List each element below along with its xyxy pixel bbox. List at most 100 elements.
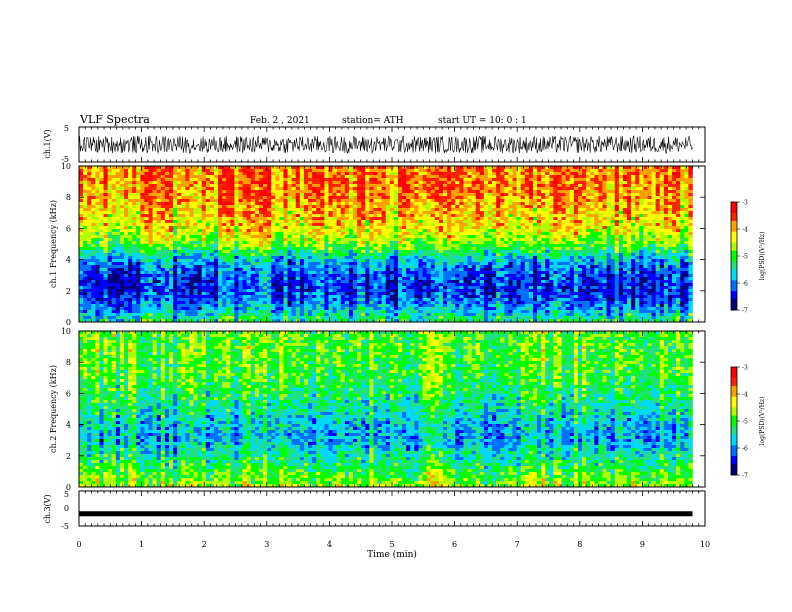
spectrogram-cell	[369, 166, 374, 170]
spectrogram-cell	[414, 199, 419, 203]
spectrogram-cell	[254, 247, 260, 251]
spectrogram-cell	[344, 277, 350, 281]
spectrogram-cell	[156, 175, 162, 179]
spectrogram-cell	[87, 247, 92, 251]
spectrogram-cell	[463, 220, 468, 224]
spectrogram-cell	[91, 175, 96, 179]
spectrogram-cell	[275, 268, 280, 272]
spectrogram-cell	[422, 184, 427, 188]
spectrogram-cell	[242, 172, 247, 176]
spectrogram-cell	[168, 172, 174, 176]
spectrogram-cell	[447, 313, 452, 317]
spectrogram-cell	[381, 304, 387, 308]
spectrogram-cell	[79, 271, 84, 275]
spectrogram-cell	[156, 283, 162, 287]
spectrogram-cell	[422, 235, 427, 239]
spectrogram-cell	[152, 295, 158, 299]
spectrogram-cell	[291, 178, 297, 182]
spectrogram-cell	[238, 277, 243, 281]
spectrogram-cell	[455, 283, 460, 287]
spectrogram-cell	[291, 205, 297, 209]
spectrogram-cell	[402, 259, 407, 263]
spectrogram-cell	[316, 217, 321, 221]
spectrogram-cell	[438, 193, 444, 197]
spectrogram-cell	[83, 172, 88, 176]
spectrogram-cell	[205, 292, 211, 296]
spectrogram-cell	[189, 220, 194, 224]
spectrogram-cell	[119, 262, 125, 266]
spectrogram-cell	[324, 193, 329, 197]
spectrogram-cell	[398, 307, 403, 311]
spectrogram-cell	[373, 271, 378, 275]
spectrogram-cell	[234, 232, 239, 236]
spectrogram-cell	[430, 250, 436, 254]
spectrogram-cell	[324, 298, 329, 302]
spectrogram-cell	[246, 208, 252, 212]
spectrogram-cell	[213, 301, 219, 305]
spectrogram-cell	[246, 250, 252, 254]
spectrogram-cell	[438, 229, 444, 233]
spectrogram-cell	[267, 259, 272, 263]
spectrogram-cell	[353, 205, 358, 209]
spectrogram-cell	[83, 214, 88, 218]
spectrogram-cell	[99, 298, 104, 302]
spectrogram-cell	[177, 298, 182, 302]
spectrogram-cell	[258, 313, 264, 317]
spectrogram-cell	[128, 298, 133, 302]
spectrogram-cell	[434, 166, 440, 170]
spectrogram-cell	[283, 184, 288, 188]
spectrogram-cell	[463, 187, 468, 191]
spectrogram-cell	[348, 268, 354, 272]
spectrogram-cell	[115, 181, 121, 185]
spectrogram-cell	[328, 316, 333, 320]
spectrogram-cell	[160, 262, 166, 266]
spectrogram-cell	[279, 223, 284, 227]
spectrogram-cell	[177, 313, 182, 317]
spectrogram-cell	[295, 181, 301, 185]
spectrogram-cell	[79, 301, 84, 305]
spectrogram-cell	[87, 208, 92, 212]
spectrogram-cell	[430, 274, 436, 278]
spectrogram-cell	[193, 196, 198, 200]
spectrogram-cell	[336, 178, 342, 182]
spectrogram-cell	[316, 316, 321, 320]
spectrogram-cell	[287, 286, 292, 290]
spectrogram-cell	[422, 217, 427, 221]
spectrogram-cell	[132, 211, 137, 215]
spectrogram-cell	[422, 250, 427, 254]
spectrogram-cell	[87, 223, 92, 227]
spectrogram-cell	[438, 307, 444, 311]
spectrogram-cell	[336, 286, 342, 290]
spectrogram-cell	[418, 244, 423, 248]
spectrogram-cell	[193, 205, 198, 209]
spectrogram-cell	[263, 259, 268, 263]
spectrogram-cell	[173, 238, 178, 242]
spectrogram-cell	[353, 301, 358, 305]
spectrogram-cell	[144, 241, 149, 245]
spectrogram-cell	[238, 262, 243, 266]
spectrogram-cell	[295, 289, 301, 293]
spectrogram-cell	[173, 310, 178, 314]
spectrogram-cell	[406, 184, 411, 188]
spectrogram-cell	[353, 295, 358, 299]
spectrogram-cell	[336, 253, 342, 257]
spectrogram-cell	[128, 256, 133, 260]
spectrogram-cell	[320, 184, 325, 188]
spectrogram-cell	[365, 238, 370, 242]
spectrogram-cell	[410, 187, 415, 191]
spectrogram-cell	[287, 307, 292, 311]
spectrogram-cell	[107, 220, 113, 224]
spectrogram-cell	[197, 184, 202, 188]
spectrogram-cell	[185, 271, 190, 275]
spectrogram-cell	[357, 241, 362, 245]
spectrogram-cell	[459, 304, 464, 308]
spectrogram-cell	[402, 283, 407, 287]
spectrogram-cell	[459, 283, 464, 287]
spectrogram-cell	[328, 310, 333, 314]
spectrogram-cell	[438, 253, 444, 257]
spectrogram-cell	[430, 202, 436, 206]
spectrogram-cell	[426, 304, 432, 308]
spectrogram-cell	[205, 280, 211, 284]
spectrogram-cell	[246, 286, 252, 290]
spectrogram-cell	[246, 310, 252, 314]
